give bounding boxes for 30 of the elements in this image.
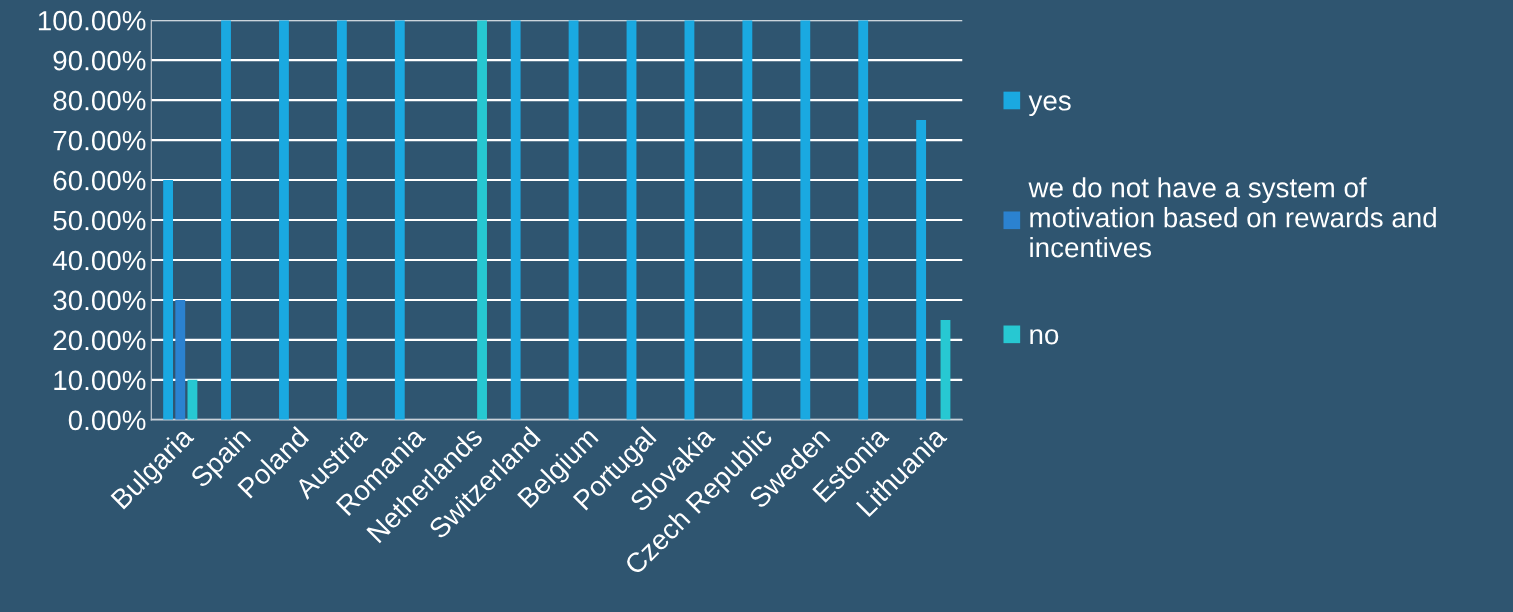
y-tick-label: 90.00%	[53, 50, 146, 71]
bar	[568, 20, 579, 420]
y-tick-label: 10.00%	[54, 370, 146, 391]
bar	[510, 20, 521, 420]
bar	[916, 120, 927, 420]
y-tick-label: 60.00%	[53, 170, 146, 191]
bar	[175, 299, 186, 420]
bar	[336, 20, 347, 420]
bar	[742, 20, 753, 420]
legend-label: we do not have a system of motivation based on rewards and incentives	[1028, 177, 1436, 258]
y-tick-label: 20.00%	[53, 330, 146, 351]
y-tick-label: 70.00%	[53, 130, 146, 151]
y-tick-label: 0.00%	[68, 410, 146, 431]
bar	[221, 20, 231, 420]
legend-label: yes	[1028, 95, 1071, 117]
bar	[163, 180, 174, 420]
y-tick-label: 50.00%	[53, 210, 146, 231]
bar	[800, 20, 811, 420]
bar	[940, 319, 951, 420]
bar	[477, 20, 487, 420]
bar	[858, 20, 869, 420]
legend-label: no	[1030, 329, 1059, 345]
bar	[394, 20, 405, 420]
bar	[626, 20, 637, 420]
y-tick-label: 80.00%	[53, 90, 146, 111]
bar	[279, 20, 289, 420]
bar	[684, 20, 695, 420]
y-tick-label: 40.00%	[52, 250, 146, 271]
y-tick-label: 100.00%	[38, 10, 146, 31]
y-tick-label: 30.00%	[53, 290, 146, 311]
